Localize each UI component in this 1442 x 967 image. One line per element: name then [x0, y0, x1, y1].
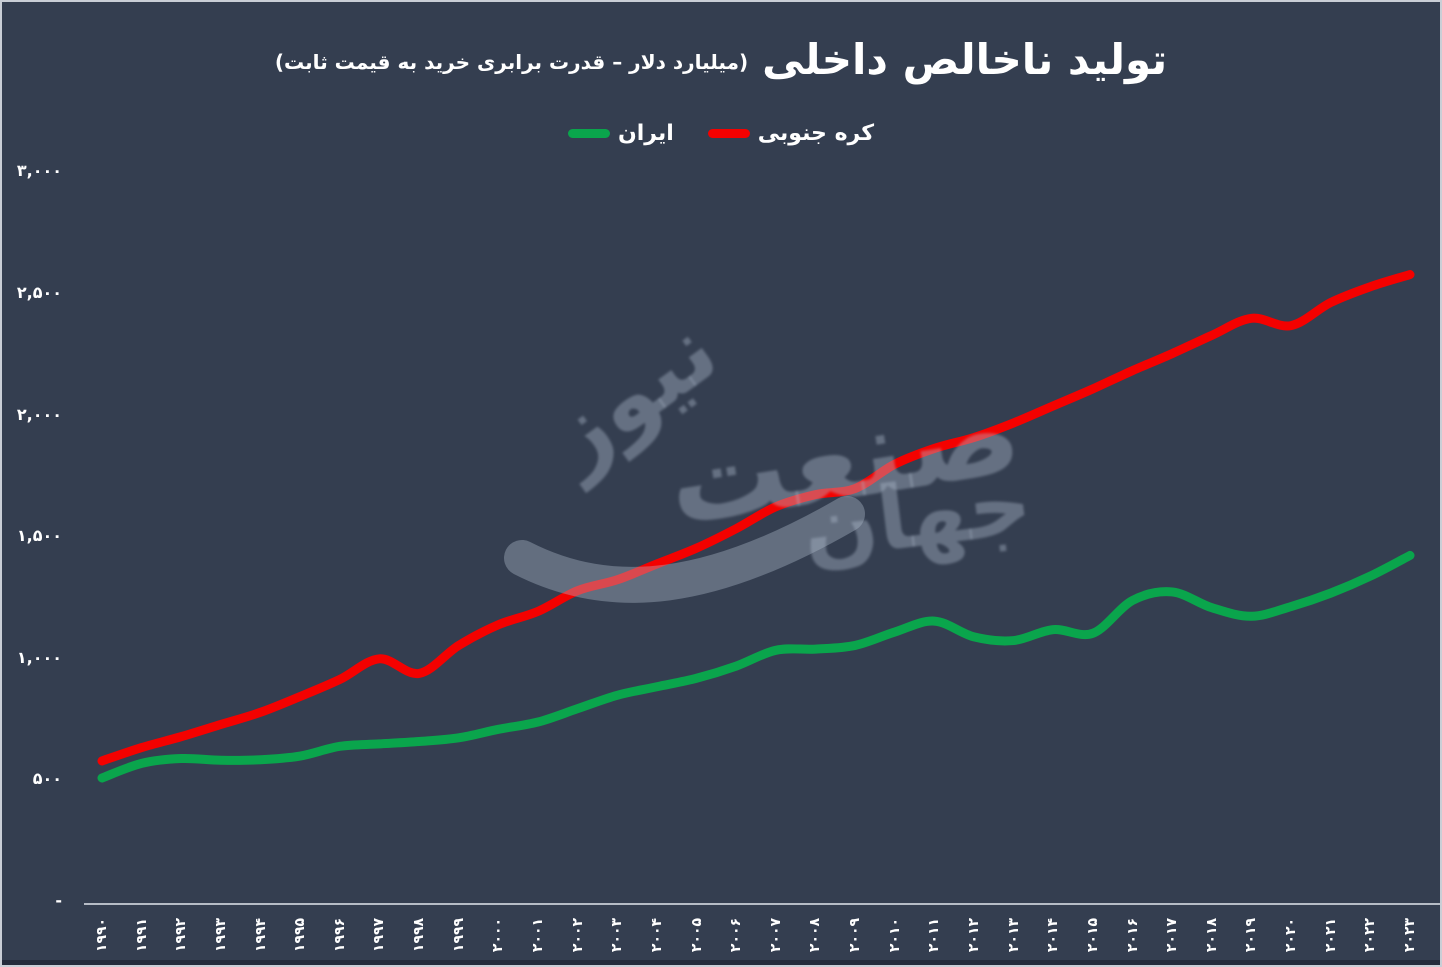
- x-axis-tick-label: ۲۰۱۴: [1045, 917, 1062, 953]
- x-axis-tick-label: ۲۰۱۲: [966, 917, 982, 953]
- legend-item-south-korea: کره جنوبی: [707, 120, 875, 146]
- y-axis-tick-label: ۱,۵۰۰: [16, 526, 62, 546]
- legend-dash-green-icon: [567, 128, 610, 138]
- x-axis-tick-label: ۱۹۹۴: [252, 917, 269, 953]
- page-title: تولید ناخالص داخلی: [762, 34, 1168, 84]
- x-axis-tick-label: ۱۹۹۱: [133, 917, 150, 953]
- y-axis-tick-label: ۳,۰۰۰: [16, 161, 62, 181]
- x-axis-tick-label: ۲۰۱۱: [926, 917, 943, 953]
- x-axis-tick-label: ۱۹۹۷: [371, 917, 388, 953]
- chart-legend: کره جنوبی ایران: [2, 114, 1440, 152]
- y-axis-tick-label: ۲,۵۰۰: [16, 283, 62, 302]
- page-subtitle: (میلیارد دلار – قدرت برابری خرید به قیمت…: [274, 50, 749, 74]
- x-axis-tick-label: ۱۹۹۳: [212, 917, 229, 953]
- x-axis-tick-label: ۲۰۱۷: [1164, 917, 1181, 953]
- x-axis-tick-label: ۲۰۲۰: [1283, 917, 1300, 953]
- x-axis-tick-label: ۲۰۲۳: [1402, 917, 1418, 953]
- x-axis-tick-label: ۲۰۱۹: [1243, 917, 1260, 953]
- legend-label-south-korea: کره جنوبی: [757, 120, 875, 146]
- x-axis-tick-label: ۲۰۰۵: [688, 917, 705, 953]
- x-axis-tick-label: ۱۹۹۰: [94, 917, 110, 953]
- x-axis-tick-label: ۲۰۰۹: [847, 917, 864, 953]
- x-axis-tick-label: ۲۰۰۱: [530, 917, 546, 953]
- x-axis-tick-label: ۲۰۰۲: [569, 917, 586, 953]
- x-axis-tick-label: ۲۰۰۶: [728, 917, 745, 953]
- series-line-south-korea: [97, 270, 1415, 766]
- x-axis-tick-label: ۲۰۱۵: [1084, 917, 1101, 953]
- x-axis-tick-label: ۲۰۰۳: [609, 917, 626, 953]
- x-axis-tick-label: ۱۹۹۲: [173, 917, 190, 953]
- series-line-iran: [97, 550, 1415, 783]
- x-axis-tick-label: ۲۰۱۳: [1005, 917, 1022, 953]
- legend-label-iran: ایران: [617, 120, 674, 146]
- legend-item-iran: ایران: [567, 120, 674, 146]
- x-axis-tick-label: ۱۹۹۹: [450, 917, 467, 953]
- x-axis-tick-label: ۲۰۱۸: [1203, 917, 1220, 953]
- legend-dash-red-icon: [707, 128, 750, 138]
- x-axis-tick-label: ۲۰۰۴: [648, 917, 665, 953]
- x-axis-tick-label: ۲۰۱۶: [1124, 917, 1141, 953]
- x-axis-tick-label: ۱۹۹۸: [411, 917, 428, 953]
- x-axis-line: [84, 903, 1440, 905]
- x-axis-tick-label: ۲۰۰۸: [807, 917, 824, 953]
- bottom-edge-strip: [2, 960, 1440, 965]
- chart-header: تولید ناخالص داخلی (میلیارد دلار – قدرت …: [2, 24, 1440, 94]
- y-axis-tick-label: -: [55, 891, 62, 910]
- x-axis-tick-label: ۲۰۰۷: [767, 917, 784, 953]
- y-axis-tick-label: ۵۰۰: [32, 769, 62, 789]
- x-axis-tick-label: ۲۰۲۲: [1362, 917, 1379, 953]
- x-axis-tick-label: ۱۹۹۶: [331, 917, 348, 953]
- y-axis-tick-label: ۱,۰۰۰: [16, 647, 62, 667]
- x-axis-tick-label: ۲۰۲۱: [1322, 917, 1339, 953]
- x-axis-tick-label: ۲۰۰۰: [490, 917, 507, 953]
- x-axis-tick-label: ۱۹۹۵: [292, 917, 309, 953]
- y-axis-tick-label: ۲,۰۰۰: [16, 404, 62, 424]
- x-axis-tick-label: ۲۰۱۰: [886, 917, 903, 953]
